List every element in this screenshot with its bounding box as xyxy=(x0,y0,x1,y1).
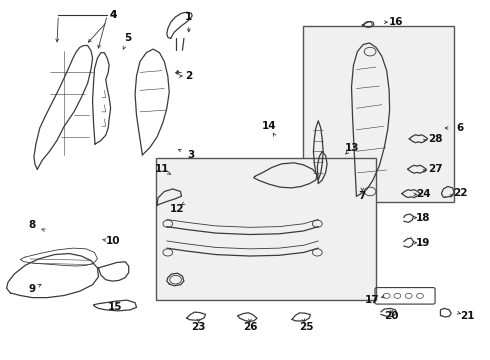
Text: 23: 23 xyxy=(191,322,206,332)
Text: 15: 15 xyxy=(108,302,123,312)
Text: 4: 4 xyxy=(109,10,117,20)
Text: 16: 16 xyxy=(389,17,404,27)
Text: 22: 22 xyxy=(453,188,467,198)
Text: 17: 17 xyxy=(365,295,379,305)
Text: 11: 11 xyxy=(155,164,169,174)
FancyBboxPatch shape xyxy=(156,158,376,300)
Text: 5: 5 xyxy=(124,33,131,43)
Text: 7: 7 xyxy=(359,191,366,201)
Text: 20: 20 xyxy=(384,311,399,321)
Text: 4: 4 xyxy=(109,10,117,20)
Text: 3: 3 xyxy=(188,150,195,160)
Text: 25: 25 xyxy=(299,322,313,332)
Text: 26: 26 xyxy=(243,322,257,332)
Text: 19: 19 xyxy=(416,238,431,248)
Text: 6: 6 xyxy=(456,123,464,133)
Text: 1: 1 xyxy=(185,12,193,22)
Text: 2: 2 xyxy=(185,71,193,81)
Text: 9: 9 xyxy=(29,284,36,294)
Text: 24: 24 xyxy=(416,189,431,199)
Text: 18: 18 xyxy=(416,213,431,222)
Text: 28: 28 xyxy=(428,134,443,144)
Text: 27: 27 xyxy=(428,164,443,174)
Text: 13: 13 xyxy=(345,143,360,153)
FancyBboxPatch shape xyxy=(303,26,454,202)
Text: 12: 12 xyxy=(170,204,184,214)
Text: 21: 21 xyxy=(460,311,475,321)
Text: 8: 8 xyxy=(29,220,36,230)
Text: 14: 14 xyxy=(262,121,277,131)
Text: 10: 10 xyxy=(106,236,121,246)
